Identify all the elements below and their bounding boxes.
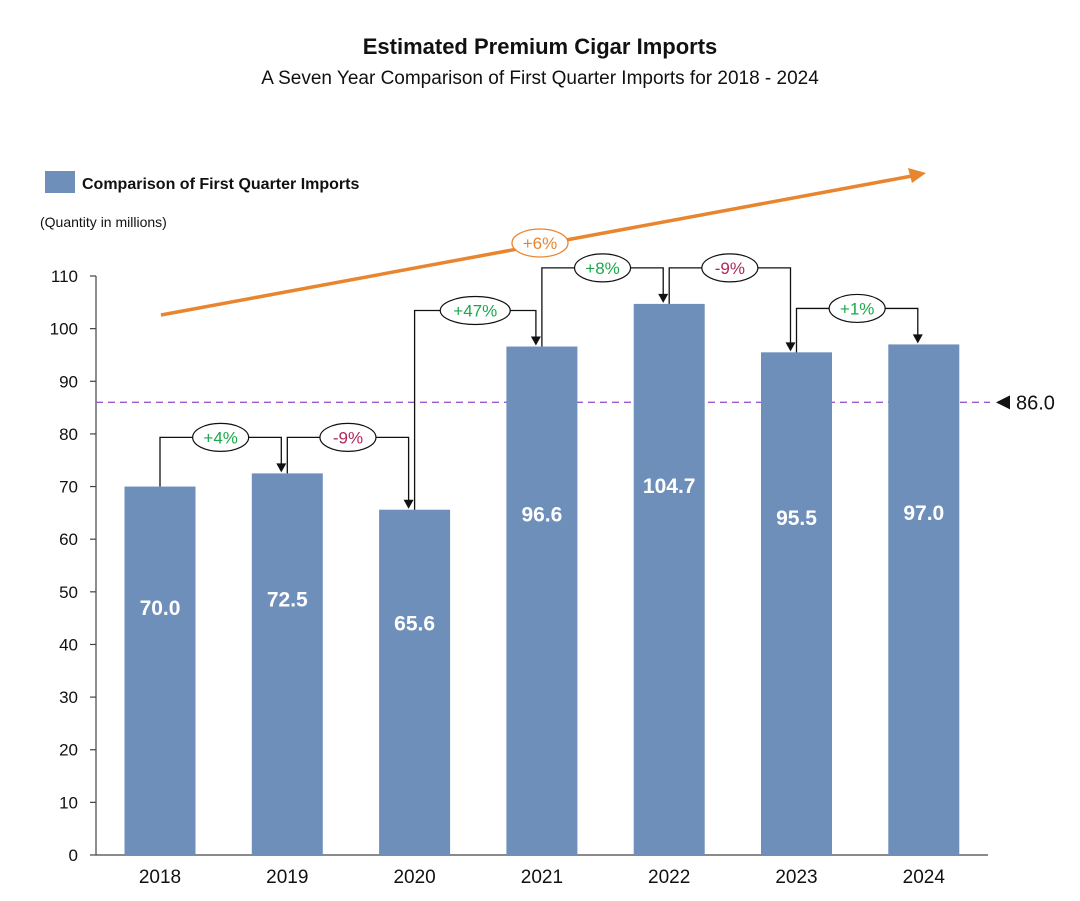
change-badge xyxy=(828,293,886,324)
arrow-down-icon xyxy=(403,499,414,509)
y-tick-label: 90 xyxy=(59,372,78,391)
trend-annotation: +6% xyxy=(160,168,926,317)
bar-value-label: 95.5 xyxy=(776,507,817,530)
change-badge xyxy=(573,253,632,283)
arrow-down-icon xyxy=(530,336,541,346)
bars xyxy=(124,303,960,855)
bar xyxy=(888,344,960,855)
x-tick-label: 2018 xyxy=(139,867,181,888)
y-tick-label: 30 xyxy=(59,688,78,707)
change-annotation: +1% xyxy=(795,293,923,353)
x-tick-label: 2021 xyxy=(521,867,563,888)
bar xyxy=(251,473,323,855)
change-annotation: +47% xyxy=(413,295,541,510)
arrow-down-icon xyxy=(276,463,287,473)
bar-value-label: 97.0 xyxy=(903,502,944,525)
y-tick-label: 10 xyxy=(59,793,78,812)
x-tick-label: 2022 xyxy=(648,867,690,888)
change-badge xyxy=(701,253,759,283)
change-badge xyxy=(192,422,250,452)
x-tick-label: 2019 xyxy=(266,867,308,888)
chart-subtitle: A Seven Year Comparison of First Quarter… xyxy=(261,68,819,89)
arrow-down-icon xyxy=(785,342,796,352)
y-tick-label: 20 xyxy=(59,741,78,760)
change-annotation: +8% xyxy=(541,253,669,347)
bar xyxy=(633,303,705,855)
change-badge xyxy=(439,295,511,326)
y-tick-label: 70 xyxy=(59,478,78,497)
arrow-right-icon xyxy=(908,168,926,183)
arrow-down-icon xyxy=(658,293,669,303)
change-label: +47% xyxy=(453,302,497,321)
bar-value-label: 65.6 xyxy=(394,613,435,636)
bar-value-label: 96.6 xyxy=(521,503,562,526)
x-tick-label: 2020 xyxy=(393,867,435,888)
bar-value-labels: 70.0 72.5 65.6 96.6 104.7 95.5 97.0 xyxy=(140,475,945,636)
arrow-down-icon xyxy=(912,334,923,344)
change-label: -9% xyxy=(333,428,363,447)
y-tick-label: 110 xyxy=(51,267,78,286)
bar xyxy=(506,346,578,855)
x-tick-label: 2023 xyxy=(775,867,817,888)
change-annotations: +4% -9% +47% +8% -9% +1% xyxy=(159,253,923,510)
change-label: -9% xyxy=(715,259,745,278)
y-tick-label: 40 xyxy=(59,635,78,654)
trend-label: +6% xyxy=(523,234,558,253)
change-label: +4% xyxy=(203,428,238,447)
bar xyxy=(761,352,832,855)
bar xyxy=(379,509,451,855)
change-label: +1% xyxy=(840,299,875,318)
x-tick-label: 2024 xyxy=(903,867,946,888)
bar-value-label: 104.7 xyxy=(643,475,696,498)
bar xyxy=(124,486,196,855)
change-annotation: -9% xyxy=(286,422,414,509)
chart-title: Estimated Premium Cigar Imports xyxy=(362,34,718,59)
axes: 0 10 20 30 40 50 60 70 80 90 100 110 2018 2019 2020 202… xyxy=(50,267,988,888)
y-tick-label: 60 xyxy=(59,530,78,549)
trend-badge xyxy=(511,228,569,258)
change-annotation: -9% xyxy=(668,253,796,352)
bar-value-label: 70.0 xyxy=(140,597,181,620)
y-tick-label: 100 xyxy=(50,320,78,339)
y-tick-label: 50 xyxy=(59,583,78,602)
y-tick-label: 0 xyxy=(69,846,78,865)
reference-marker-icon xyxy=(996,395,1010,410)
y-axis-unit-label: (Quantity in millions) xyxy=(40,214,167,230)
y-tick-label: 80 xyxy=(59,425,78,444)
bar-value-label: 72.5 xyxy=(267,588,308,611)
change-label: +8% xyxy=(585,259,620,278)
legend-label: Comparison of First Quarter Imports xyxy=(82,176,359,193)
change-annotation: +4% xyxy=(159,422,287,487)
legend: Comparison of First Quarter Imports xyxy=(45,171,359,193)
legend-swatch xyxy=(45,171,75,193)
reference-value-label: 86.0 xyxy=(1016,392,1055,414)
change-badge xyxy=(319,422,377,452)
